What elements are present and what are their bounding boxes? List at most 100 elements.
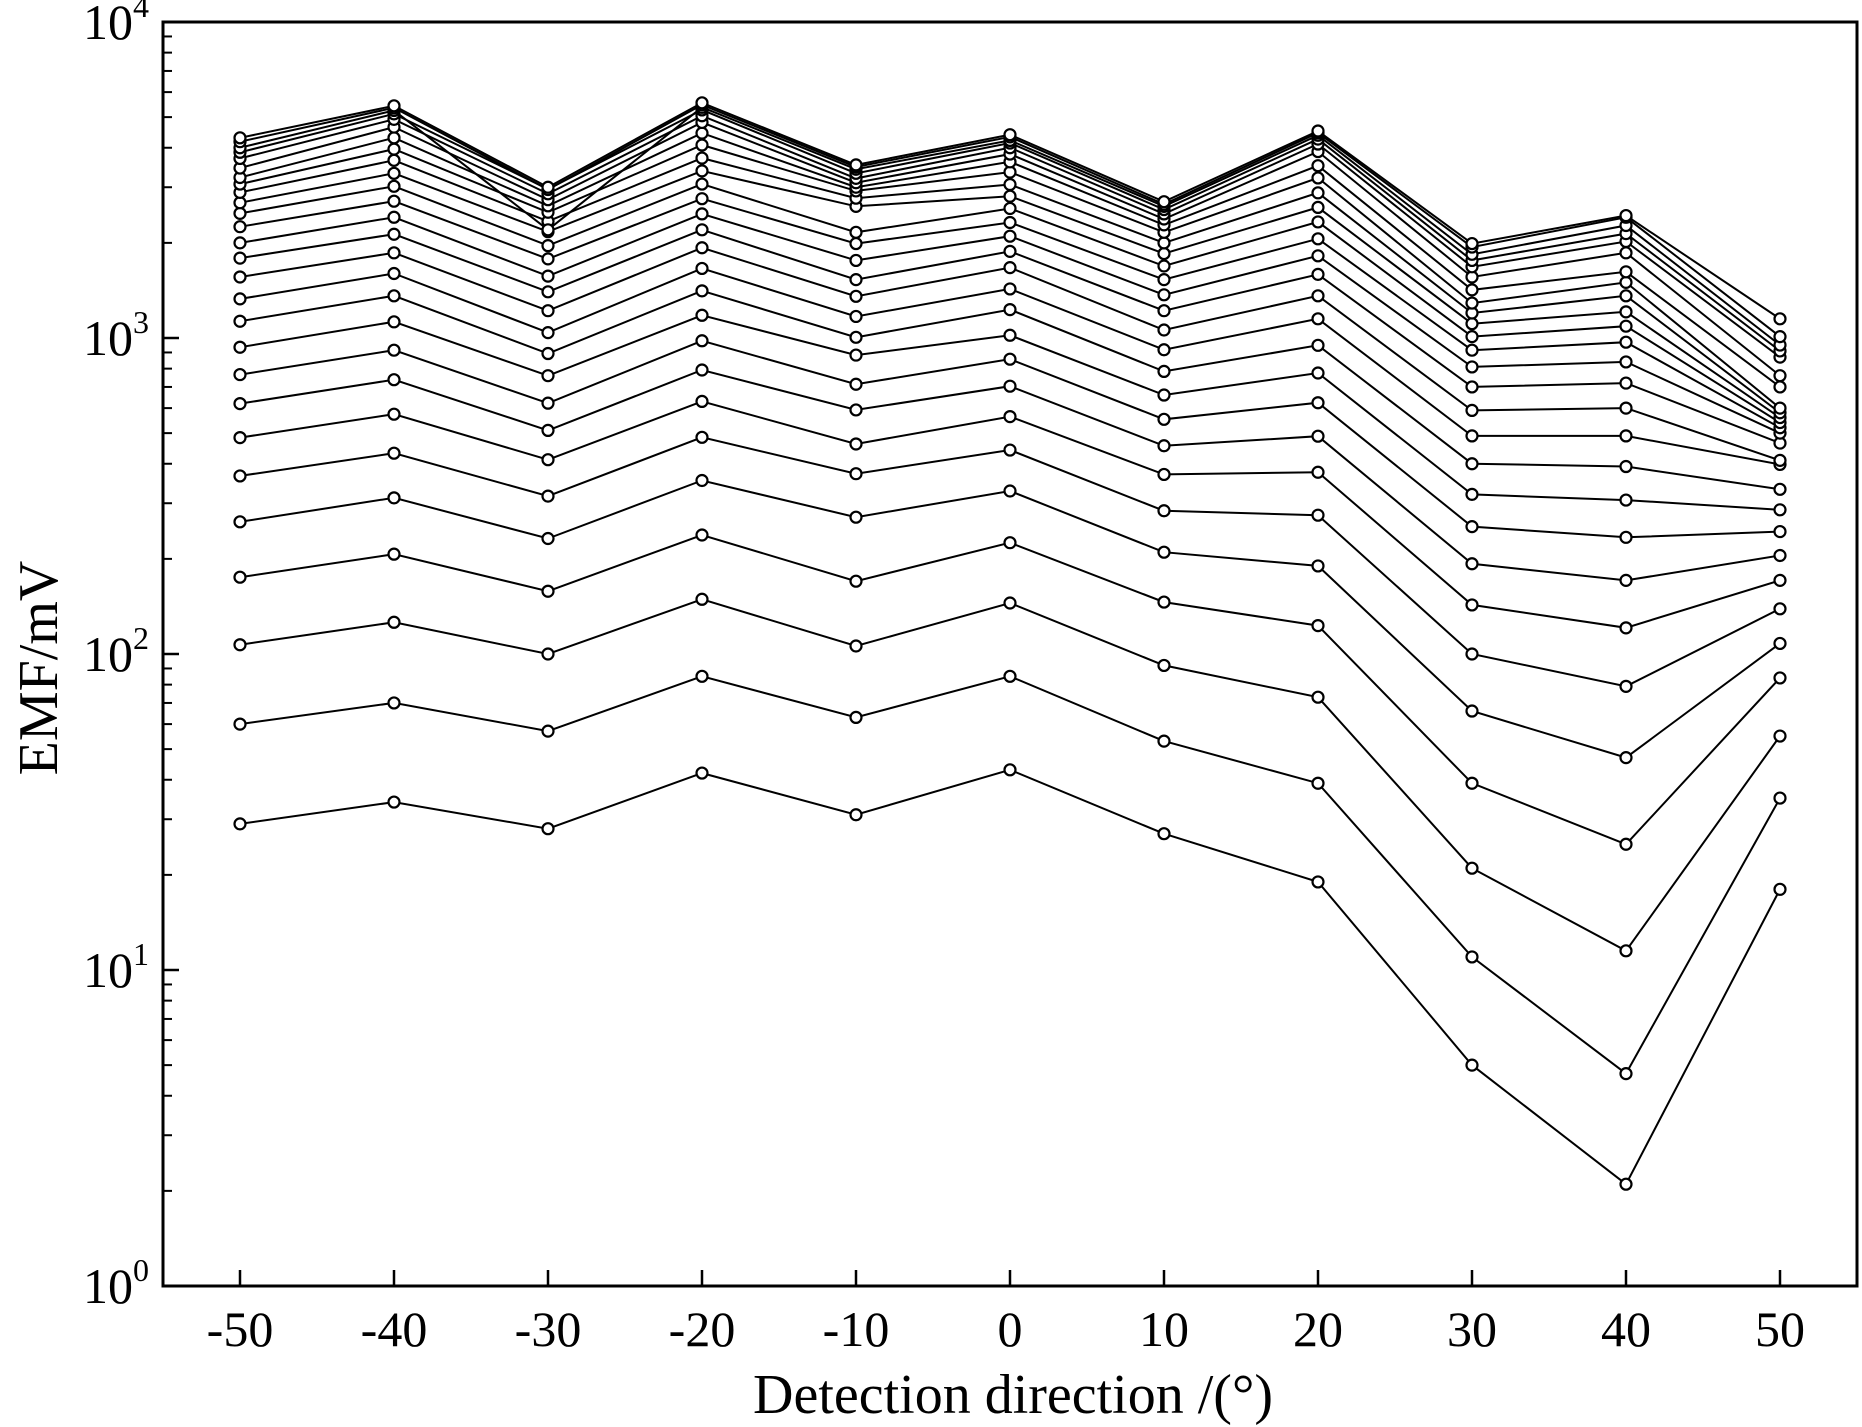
data-point <box>387 343 401 357</box>
data-point <box>695 473 709 488</box>
data-point <box>541 396 555 410</box>
data-point <box>1311 289 1325 303</box>
data-point <box>1773 882 1787 896</box>
data-point <box>1773 482 1787 496</box>
data-point <box>1773 791 1787 805</box>
series-4 <box>233 528 1787 851</box>
series-line <box>239 768 1781 1186</box>
data-point <box>849 289 863 303</box>
data-point <box>695 177 709 191</box>
data-point <box>1465 317 1479 331</box>
data-point <box>233 220 247 234</box>
data-point <box>541 423 555 438</box>
data-point <box>387 315 401 329</box>
data-point <box>849 273 863 287</box>
series-12 <box>233 261 1787 472</box>
x-tick-label: 20 <box>1293 1301 1343 1357</box>
data-point <box>1003 763 1017 777</box>
data-point <box>1773 524 1787 539</box>
data-point <box>695 669 709 683</box>
data-point <box>541 285 555 299</box>
data-point <box>695 308 709 322</box>
data-point <box>1003 215 1017 230</box>
data-point <box>1619 376 1633 390</box>
data-point <box>233 251 247 265</box>
data-point <box>541 239 555 253</box>
data-point <box>1465 776 1479 790</box>
data-point <box>695 192 709 206</box>
data-point <box>849 253 863 268</box>
data-point <box>1773 380 1787 394</box>
data-point <box>233 570 247 584</box>
data-point <box>387 266 401 281</box>
data-point <box>849 158 863 172</box>
data-point <box>849 808 863 822</box>
data-point <box>1311 200 1325 214</box>
data-point <box>233 397 247 411</box>
data-point <box>1619 751 1633 765</box>
data-point <box>849 377 863 391</box>
data-point <box>541 223 555 237</box>
data-point <box>541 584 555 598</box>
data-point <box>1465 283 1479 297</box>
data-point <box>541 531 555 546</box>
series-line <box>239 675 1781 1076</box>
data-point <box>1619 289 1633 303</box>
data-point <box>387 246 401 260</box>
series-10 <box>233 308 1787 517</box>
data-point <box>1157 504 1171 518</box>
data-point <box>1773 312 1787 326</box>
data-point <box>849 510 863 524</box>
data-point <box>1619 1177 1633 1191</box>
data-point <box>1619 335 1633 349</box>
data-point <box>387 142 401 156</box>
data-point <box>387 131 401 145</box>
data-point <box>1311 215 1325 229</box>
data-point <box>1311 171 1325 185</box>
series-15 <box>233 207 1787 440</box>
data-point <box>387 407 401 421</box>
data-point <box>1619 265 1633 279</box>
data-point <box>1003 189 1017 203</box>
data-point <box>1311 249 1325 263</box>
data-point <box>233 469 247 483</box>
data-point <box>1311 776 1325 790</box>
data-point <box>849 639 863 653</box>
series-3 <box>233 592 1787 958</box>
data-point <box>849 330 863 344</box>
data-point <box>1003 328 1017 342</box>
data-point <box>541 453 555 467</box>
data-point <box>1465 557 1479 571</box>
data-point <box>387 227 401 241</box>
series-17 <box>233 177 1787 430</box>
data-point <box>695 126 709 140</box>
y-tick-label: 102 <box>83 620 149 682</box>
data-point <box>1465 403 1479 418</box>
data-point <box>849 403 863 417</box>
data-point <box>1619 208 1633 223</box>
data-point <box>233 340 247 354</box>
data-point <box>1157 273 1171 287</box>
data-point <box>233 270 247 284</box>
data-point <box>233 817 247 831</box>
series-line <box>239 533 1781 846</box>
data-point <box>1465 861 1479 875</box>
data-point <box>387 210 401 224</box>
data-point <box>1311 312 1325 326</box>
data-point <box>1311 186 1325 200</box>
data-point <box>1619 837 1633 851</box>
data-point <box>233 236 247 250</box>
data-point <box>1311 338 1325 352</box>
data-point <box>1773 369 1787 383</box>
data-point <box>1311 159 1325 173</box>
data-point <box>1311 559 1325 573</box>
data-point <box>695 223 709 237</box>
data-point <box>1157 364 1171 378</box>
data-point <box>1157 236 1171 250</box>
x-tick-label: -20 <box>669 1301 736 1357</box>
data-point <box>387 194 401 208</box>
data-point <box>695 334 709 348</box>
data-point <box>1003 177 1017 192</box>
data-point <box>1003 201 1017 216</box>
data-point <box>1003 409 1017 424</box>
